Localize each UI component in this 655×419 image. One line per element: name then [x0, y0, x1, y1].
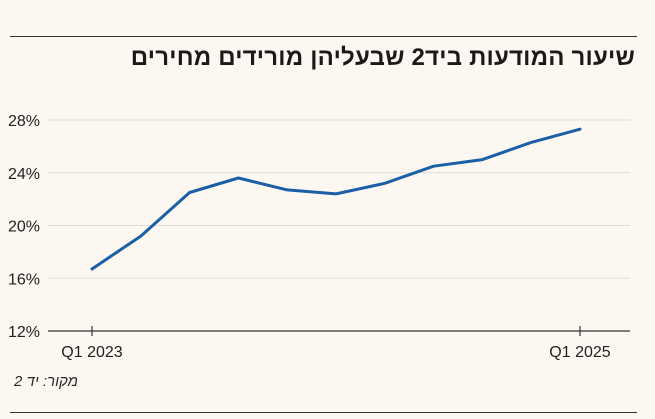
x-tick-label: Q1 2025 [549, 344, 610, 361]
x-axis [48, 326, 630, 336]
y-tick-label: 24% [8, 166, 40, 183]
series-layer [90, 127, 582, 271]
y-axis-tick-labels: 12% 16% 20% 24% 28% [8, 113, 40, 341]
y-tick-label: 16% [8, 271, 40, 288]
y-tick-label: 28% [8, 113, 40, 130]
source-note: מקור: יד 2 [14, 373, 78, 390]
grid-lines [48, 119, 630, 279]
y-tick-label: 20% [8, 219, 40, 236]
y-tick-label: 12% [8, 324, 40, 341]
series-line [90, 127, 582, 271]
chart-title: שיעור המודעות ביד2 שבעליהן מורידים מחירי… [130, 44, 635, 71]
bottom-rule [10, 412, 637, 413]
top-rule [10, 36, 637, 37]
x-axis-tick-labels: Q1 2023 Q1 2025 [61, 344, 610, 361]
x-tick-label: Q1 2023 [61, 344, 122, 361]
